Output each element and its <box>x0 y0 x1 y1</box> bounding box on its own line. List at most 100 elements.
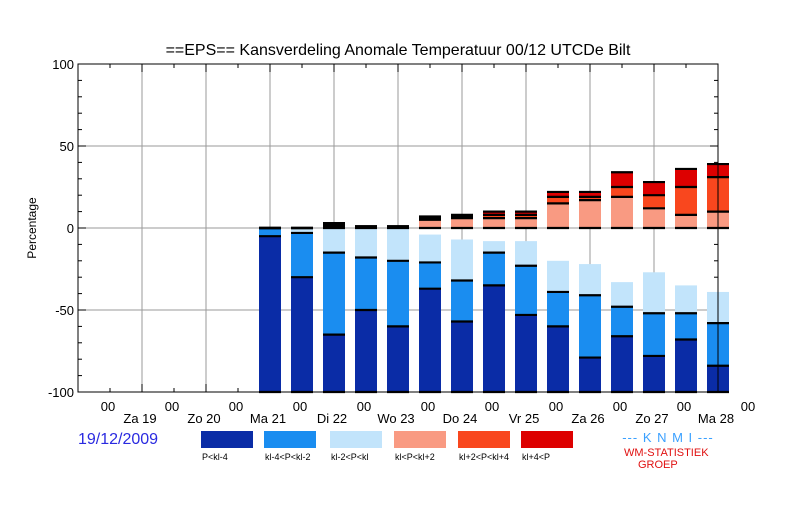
y-tick-label: 100 <box>52 57 74 72</box>
x-day-label: Zo 20 <box>187 411 220 426</box>
bar-kl+4<P-segment <box>579 191 601 197</box>
bar-kl-4<P<kl-2-segment <box>323 252 345 335</box>
legend-label: kl<P<kl+2 <box>395 452 435 462</box>
bar-kl+4<P-segment <box>483 211 505 215</box>
bar-kl-2<P<kl-segment <box>451 239 473 281</box>
bar-kl+4<P-segment <box>515 211 537 215</box>
bar-kl<P<kl+2-segment <box>451 218 473 228</box>
bar-kl<P<kl+2-segment <box>611 196 633 228</box>
x-tick-label: 00 <box>741 399 755 414</box>
bar-P<kl-4-segment <box>291 277 313 392</box>
chart-title: ==EPS== Kansverdeling Anomale Temperatuu… <box>166 42 631 59</box>
legend-swatch <box>394 431 446 448</box>
bar-kl<P<kl+2-segment <box>419 219 441 228</box>
x-day-label: Wo 23 <box>377 411 414 426</box>
x-tick-label: 00 <box>677 399 691 414</box>
bar-P<kl-4-segment <box>483 285 505 392</box>
bar-kl+4<P-segment <box>547 191 569 197</box>
bar-kl<P<kl+2-segment <box>547 203 569 228</box>
bar-kl+4<P-segment <box>675 168 697 187</box>
knmi-label: --- K N M I --- <box>622 430 714 445</box>
bar-kl+4<P-segment <box>611 172 633 187</box>
bar-kl<P<kl+2-segment <box>643 208 665 228</box>
bar-kl-2<P<kl-segment <box>387 228 409 261</box>
bar-kl-4<P<kl-2-segment <box>419 262 441 289</box>
wm-statistiek-line1: WM-STATISTIEK <box>624 447 709 459</box>
bar-kl-2<P<kl-segment <box>515 241 537 266</box>
bar-kl-4<P<kl-2-segment <box>547 291 569 327</box>
x-tick-label: 00 <box>101 399 115 414</box>
x-tick-label: 00 <box>229 399 243 414</box>
bar-kl+2<P<kl+4-segment <box>611 187 633 197</box>
bar-kl-4<P<kl-2-segment <box>483 252 505 286</box>
legend-swatch <box>330 431 382 448</box>
wm-statistiek-label: WM-STATISTIEK GROEP <box>624 447 709 471</box>
bar-kl-2<P<kl-segment <box>675 285 697 314</box>
x-tick-label: 00 <box>293 399 307 414</box>
bar-P<kl-4-segment <box>419 288 441 392</box>
x-day-label: Za 26 <box>571 411 604 426</box>
bar-kl<P<kl+2-segment <box>675 214 697 228</box>
y-tick-label: -100 <box>48 385 74 400</box>
bar-kl-4<P<kl-2-segment <box>387 260 409 327</box>
bar-kl-2<P<kl-segment <box>323 228 345 253</box>
bar-kl<P<kl+2-segment <box>515 218 537 228</box>
x-tick-label: 00 <box>165 399 179 414</box>
bar-P<kl-4-segment <box>259 236 281 392</box>
y-axis-label: Percentage <box>25 197 39 259</box>
x-day-label: Ma 21 <box>250 411 286 426</box>
bar-kl-4<P<kl-2-segment <box>451 280 473 322</box>
legend-swatch <box>458 431 510 448</box>
y-tick-label: 50 <box>60 139 74 154</box>
bar-kl-2<P<kl-segment <box>547 260 569 292</box>
plot-frame <box>77 63 719 393</box>
x-tick-label: 00 <box>613 399 627 414</box>
bar-kl-4<P<kl-2-segment <box>355 257 377 310</box>
bar-kl<P<kl+2-segment <box>579 200 601 228</box>
wm-statistiek-line2: GROEP <box>638 459 678 471</box>
x-tick-label: 00 <box>485 399 499 414</box>
bar-P<kl-4-segment <box>611 336 633 392</box>
legend-swatch <box>264 431 316 448</box>
bar-kl-2<P<kl-segment <box>643 272 665 314</box>
bar-kl+4<P-segment <box>643 182 665 196</box>
legend-label: kl-4<P<kl-2 <box>265 452 311 462</box>
x-day-label: Do 24 <box>443 411 478 426</box>
x-day-label: Vr 25 <box>509 411 540 426</box>
bar-P<kl-4-segment <box>547 326 569 392</box>
bar-kl-2<P<kl-segment <box>483 241 505 253</box>
bar-P<kl-4-segment <box>675 339 697 392</box>
bar-kl-4<P<kl-2-segment <box>611 306 633 337</box>
legend-swatch <box>201 431 253 448</box>
x-day-label: Za 19 <box>123 411 156 426</box>
y-tick-label: 0 <box>67 221 74 236</box>
bar-P<kl-4-segment <box>387 326 409 392</box>
forecast-date: 19/12/2009 <box>78 431 159 448</box>
legend-swatch <box>521 431 573 448</box>
bar-P<kl-4-segment <box>355 310 377 392</box>
bar-kl-2<P<kl-segment <box>579 264 601 296</box>
bar-P<kl-4-segment <box>579 357 601 392</box>
bar-kl-2<P<kl-segment <box>355 228 377 258</box>
legend-label: kl+2<P<kl+4 <box>459 452 509 462</box>
bar-kl-4<P<kl-2-segment <box>643 313 665 356</box>
x-tick-label: 00 <box>421 399 435 414</box>
bar-kl+2<P<kl+4-segment <box>547 196 569 204</box>
bar-kl-2<P<kl-segment <box>419 234 441 263</box>
bar-kl-2<P<kl-segment <box>611 282 633 307</box>
bar-P<kl-4-segment <box>323 334 345 392</box>
x-day-label: Ma 28 <box>698 411 734 426</box>
y-tick-label: -50 <box>55 303 74 318</box>
bar-kl+2<P<kl+4-segment <box>483 214 505 219</box>
bar-kl+2<P<kl+4-segment <box>675 187 697 215</box>
bar-kl-4<P<kl-2-segment <box>259 228 281 237</box>
x-day-label: Zo 27 <box>635 411 668 426</box>
bar-P<kl-4-segment <box>515 314 537 392</box>
bar-kl-4<P<kl-2-segment <box>579 295 601 358</box>
bar-kl+2<P<kl+4-segment <box>515 214 537 219</box>
bar-kl-4<P<kl-2-segment <box>291 232 313 278</box>
bar-P<kl-4-segment <box>451 321 473 392</box>
bar-kl-4<P<kl-2-segment <box>675 313 697 340</box>
x-day-label: Di 22 <box>317 411 347 426</box>
